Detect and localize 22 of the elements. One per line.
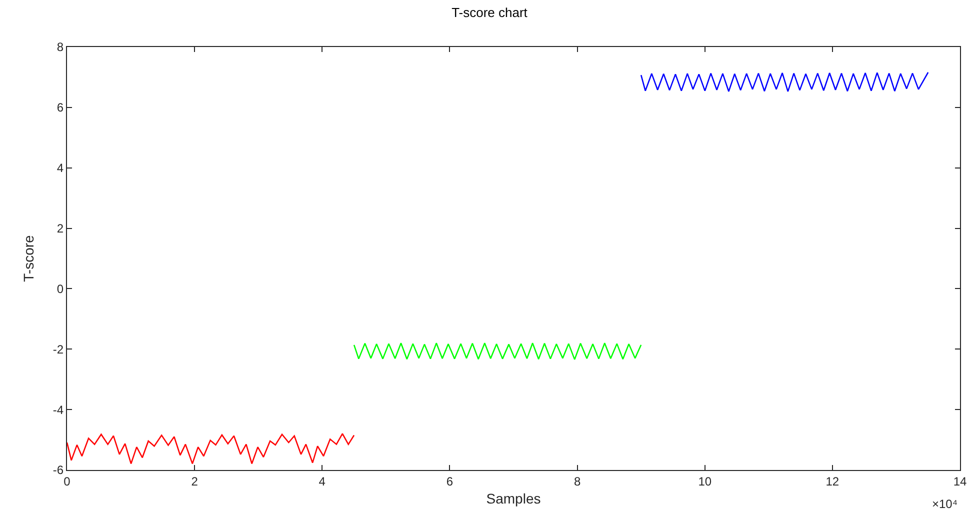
y-tick-label: 6 [56, 100, 64, 115]
y-tick-label: -2 [52, 342, 64, 356]
x-tick-label: 2 [191, 474, 198, 488]
line-series [353, 342, 642, 360]
y-tick-label: 4 [56, 161, 64, 176]
y-tick-label: 8 [56, 40, 64, 54]
line-series [640, 72, 929, 92]
line-series [67, 433, 355, 464]
x-tick-label: 6 [446, 474, 454, 488]
x-axis-title: Samples [486, 490, 541, 507]
x-tick-label: 10 [698, 474, 712, 488]
x-tick-label: 8 [574, 474, 581, 488]
x-tick-label: 4 [318, 474, 326, 488]
y-tick-label: -4 [52, 402, 64, 417]
y-tick-label: -6 [52, 463, 64, 478]
chart-title: T-score chart [452, 5, 528, 20]
text: ×10⁴ [932, 497, 958, 511]
y-axis-title: T-score [20, 234, 37, 282]
y-tick-label: 0 [56, 282, 64, 296]
y-tick-label: 2 [56, 221, 64, 236]
x-tick-label: 14 [953, 474, 967, 488]
x-tick-label: 12 [826, 474, 840, 488]
